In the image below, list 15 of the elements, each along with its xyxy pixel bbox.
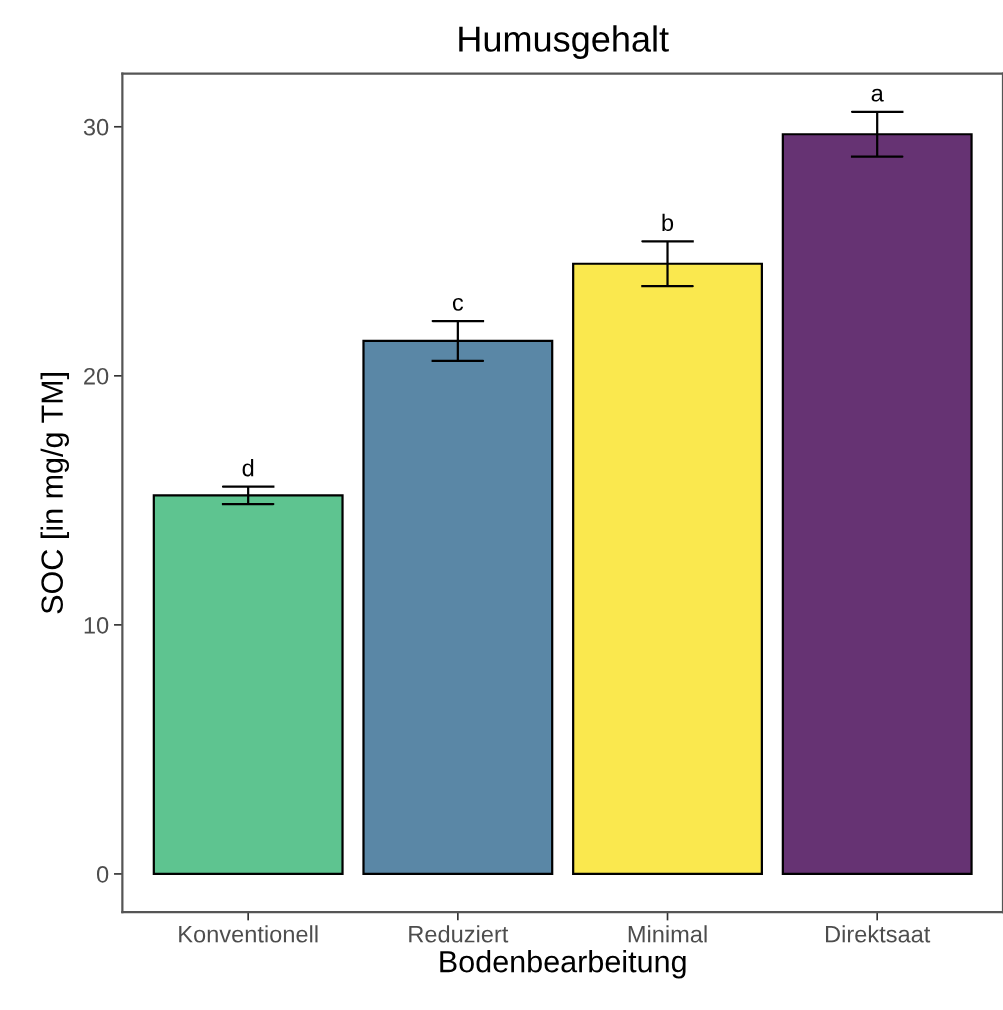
y-tick-label: 10	[84, 616, 109, 634]
annotation: a	[871, 88, 884, 102]
annotation: b	[662, 213, 674, 232]
x-tick-label: Minimal	[628, 925, 707, 943]
x-tick-label: Konventionell	[179, 925, 318, 943]
y-tick-label: 30	[83, 118, 109, 136]
x-axis-title: Bodenbearbeitung	[440, 950, 686, 979]
x-tick-label: Direktsaat	[825, 925, 931, 943]
chart-title: Humusgehalt	[459, 25, 669, 59]
annotation: c	[452, 297, 464, 311]
y-tick-label: 20	[84, 367, 109, 385]
x-tick-label: Reduziert	[409, 925, 509, 943]
annotation: d	[242, 459, 254, 477]
y-axis-title: SOC [in mg/g TM]	[40, 373, 70, 614]
y-tick-label: 0	[96, 865, 109, 883]
